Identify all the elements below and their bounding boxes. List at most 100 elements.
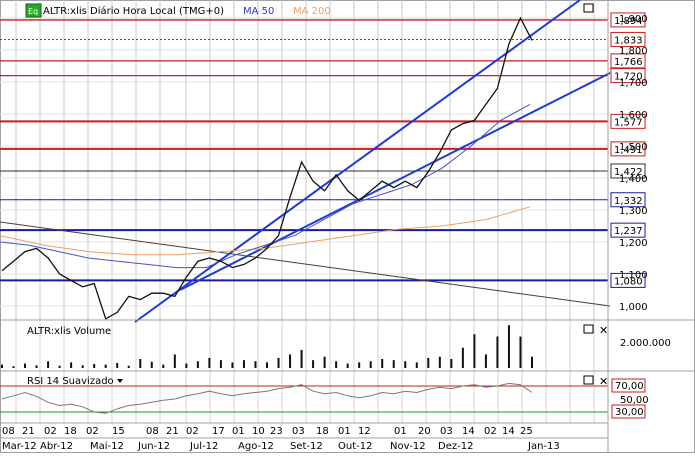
x-month-label: Jan-13: [527, 441, 560, 452]
x-day-label: 18: [64, 426, 77, 437]
volume-panel-title[interactable]: ALTR:xlis Volume: [27, 326, 111, 337]
volume-bar: [139, 359, 142, 368]
x-day-label: 01: [232, 426, 245, 437]
volume-bar: [369, 361, 372, 368]
y-tick-label: 1,300: [619, 206, 648, 217]
volume-bar: [116, 363, 119, 368]
volume-bar: [335, 361, 338, 368]
volume-bar: [104, 364, 107, 368]
x-month-label: Mar-12: [2, 441, 37, 452]
volume-bar: [415, 362, 418, 368]
volume-bar: [173, 354, 176, 368]
volume-bar: [484, 354, 487, 368]
price-level-box: [610, 31, 646, 47]
volume-bar: [473, 334, 476, 368]
price-level-box: [610, 141, 646, 157]
price-level-label: 1,237: [614, 226, 643, 237]
trendline-support-2: [179, 72, 611, 291]
volume-bar: [58, 365, 61, 368]
price-level-label: 1,332: [614, 196, 643, 207]
volume-tick: 2.000.000: [620, 338, 671, 349]
x-day-label: 02: [44, 426, 57, 437]
volume-bar: [242, 360, 245, 368]
close-volume-icon[interactable]: ✕: [599, 324, 608, 337]
y-tick-label: 1,600: [619, 110, 648, 121]
volume-bar: [93, 363, 96, 368]
y-tick-label: 1,200: [619, 238, 648, 249]
price-level-box: [610, 53, 646, 69]
volume-bar: [12, 366, 15, 368]
x-axis-days: 08 21 02 18 02 15 08 21 02 17 01 10 23 03 18 01 12 01 20 03…: [2, 426, 533, 437]
volume-bar: [127, 365, 130, 368]
volume-bar: [47, 361, 50, 368]
y-tick-label: 1,000: [619, 302, 648, 313]
volume-bar: [392, 360, 395, 368]
volume-bar: [312, 360, 315, 368]
x-day-label: 12: [358, 426, 371, 437]
price-panel-title[interactable]: ALTR:xlis Diário Hora Local (TMG+0): [43, 5, 224, 17]
maximize-volume-button[interactable]: [583, 324, 594, 334]
rsi-line: [1, 382, 533, 414]
volume-bar: [81, 365, 84, 368]
ma50-legend[interactable]: MA 50: [243, 6, 274, 17]
chevron-down-icon[interactable]: [117, 379, 123, 383]
x-day-label: 18: [316, 426, 329, 437]
x-day-label: 02: [86, 426, 99, 437]
rsi-70-label: 70,00: [615, 381, 644, 392]
volume-bar: [381, 359, 384, 368]
x-month-label: Set-12: [290, 441, 323, 452]
price-level-label: 1,422: [614, 167, 643, 178]
x-day-label: 02: [186, 426, 199, 437]
price-level-box: [610, 192, 646, 208]
x-day-label: 01: [338, 426, 351, 437]
price-level-label: 1,080: [614, 276, 643, 287]
price-series: [1, 16, 533, 320]
volume-bar: [404, 361, 407, 368]
rsi-panel-title[interactable]: RSI 14 Suavizado: [27, 376, 114, 387]
price-level-label: 1,720: [614, 72, 643, 83]
volume-bar: [150, 361, 153, 368]
maximize-rsi-button[interactable]: [583, 375, 594, 385]
price-level-box: [610, 12, 646, 28]
volume-bar: [24, 363, 27, 368]
y-tick-label: 1,100: [619, 270, 648, 281]
x-day-label: 10: [252, 426, 265, 437]
rsi-30-box: [611, 404, 646, 419]
x-month-label: Ago-12: [238, 441, 274, 452]
x-axis-months: Mar-12 Abr-12 Mai-12 Jun-12 Jul-12 Ago-12 Set-…: [2, 441, 560, 452]
x-month-label: Abr-12: [40, 441, 73, 452]
x-day-label: 25: [520, 426, 533, 437]
close-rsi-icon[interactable]: ✕: [599, 375, 608, 388]
x-day-label: 02: [484, 426, 497, 437]
x-month-label: Out-12: [338, 441, 372, 452]
eq-badge[interactable]: [25, 3, 42, 18]
x-month-label: Mai-12: [90, 441, 124, 452]
volume-bar: [231, 362, 234, 368]
volume-bar: [323, 356, 326, 368]
price-level-box: [610, 68, 646, 84]
volume-bar: [358, 362, 361, 368]
volume-bar: [196, 361, 199, 368]
volume-bar: [219, 360, 222, 368]
volume-bar: [277, 357, 280, 368]
x-day-label: 23: [270, 426, 283, 437]
volume-bar: [346, 363, 349, 368]
volume-bar: [266, 362, 268, 368]
volume-bar: [162, 364, 165, 368]
maximize-price-button[interactable]: [583, 3, 594, 13]
volume-bar: [70, 362, 73, 368]
volume-bar: [300, 350, 303, 368]
x-month-label: Dez-12: [438, 441, 473, 452]
y-tick-label: 1,800: [619, 46, 648, 57]
volume-bar: [427, 357, 430, 368]
price-level-label: 1,491: [614, 145, 643, 156]
price-level-label: 1,577: [614, 117, 643, 128]
x-day-label: 21: [166, 426, 179, 437]
price-level-box: [610, 272, 646, 288]
price-level-label: 1,766: [614, 57, 643, 68]
ma50-line: [0, 103, 531, 269]
volume-bar: [507, 325, 510, 368]
ma200-legend[interactable]: MA 200: [293, 6, 331, 17]
price-level-box: [610, 163, 646, 179]
